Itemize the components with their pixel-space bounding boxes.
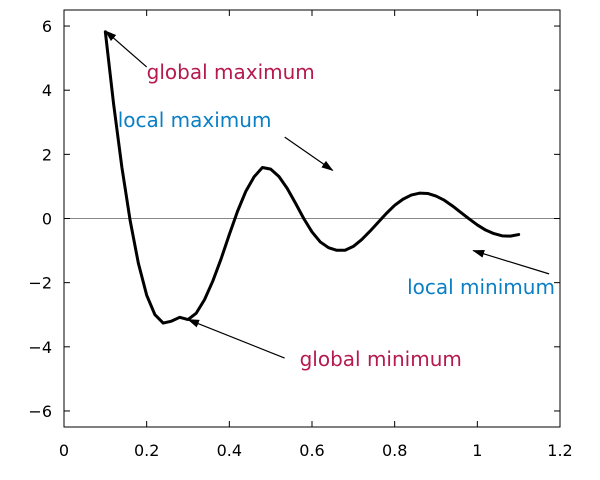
annotation-arrow (284, 136, 334, 171)
ticks-group: 0 0.2 0.4 0.6 0.8 1 1.2 −6 −4 −2 0 2 4 6 (28, 10, 573, 460)
annotation-label: local maximum (118, 108, 272, 132)
x-tick-label: 0 (59, 441, 69, 460)
y-tick-label: 4 (42, 81, 52, 100)
annotation-arrow (472, 249, 550, 275)
x-tick-label: 1.2 (547, 441, 572, 460)
y-tick-label: 6 (42, 17, 52, 36)
annotation-label: local minimum (407, 275, 555, 299)
y-tick-label: 2 (42, 145, 52, 164)
x-tick-label: 1 (472, 441, 482, 460)
x-tick-label: 0.2 (134, 441, 159, 460)
annotation-arrow (187, 318, 285, 359)
y-tick-label: 0 (42, 210, 52, 229)
annotation-arrow (104, 30, 148, 68)
x-tick-label: 0.6 (299, 441, 324, 460)
x-tick-label: 0.8 (382, 441, 407, 460)
y-tick-label: −4 (28, 338, 52, 357)
x-tick-label: 0.4 (217, 441, 242, 460)
annotation-label: global maximum (147, 60, 315, 84)
function-curve (103, 30, 521, 325)
y-tick-label: −2 (28, 274, 52, 293)
annotation-label: global minimum (300, 347, 462, 371)
annotations-group: global maximum local maximum local minimum… (104, 30, 555, 371)
y-tick-label: −6 (28, 402, 52, 421)
curve-group (103, 30, 521, 325)
